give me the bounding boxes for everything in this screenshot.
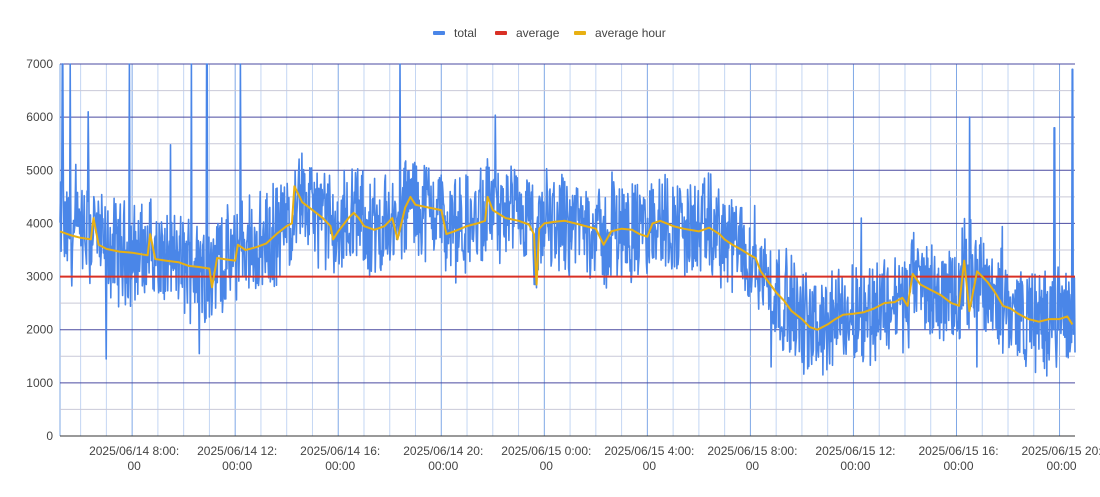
x-tick-label: 2025/06/15 20: <box>1022 444 1100 458</box>
x-tick-label: 00:00 <box>1047 459 1077 473</box>
y-tick-label: 3000 <box>26 270 53 284</box>
legend-item-average[interactable]: average <box>495 26 560 40</box>
y-tick-label: 2000 <box>26 323 53 337</box>
x-tick-label: 2025/06/15 0:00: <box>501 444 591 458</box>
x-tick-label: 2025/06/15 4:00: <box>604 444 694 458</box>
y-tick-label: 1000 <box>26 376 53 390</box>
x-tick-label: 2025/06/14 8:00: <box>89 444 179 458</box>
legend-label-total: total <box>454 26 477 40</box>
series-total <box>59 63 1076 377</box>
x-tick-label: 00:00 <box>428 459 458 473</box>
legend-item-average-hour[interactable]: average hour <box>574 26 666 40</box>
x-tick-label: 00 <box>540 459 554 473</box>
x-tick-label: 2025/06/14 12: <box>197 444 277 458</box>
x-tick-label: 2025/06/14 20: <box>403 444 483 458</box>
legend-item-total[interactable]: total <box>433 26 477 40</box>
y-tick-label: 0 <box>46 429 53 443</box>
x-tick-label: 2025/06/14 16: <box>300 444 380 458</box>
x-tick-label: 00 <box>643 459 657 473</box>
series-average-hour-line <box>59 185 1074 331</box>
x-tick-label: 2025/06/15 16: <box>918 444 998 458</box>
y-tick-label: 7000 <box>26 57 53 71</box>
x-tick-label: 00 <box>746 459 760 473</box>
x-tick-label: 2025/06/15 8:00: <box>707 444 797 458</box>
legend-swatch-average-hour <box>574 31 586 35</box>
x-tick-label: 2025/06/15 12: <box>815 444 895 458</box>
y-axis-tick-labels: 0 1000 2000 3000 4000 5000 6000 7000 <box>26 57 53 443</box>
series-average-hour <box>59 185 1074 331</box>
legend[interactable]: total average average hour <box>433 26 666 40</box>
legend-label-average-hour: average hour <box>595 26 666 40</box>
legend-swatch-total <box>433 31 445 35</box>
x-tick-label: 00:00 <box>943 459 973 473</box>
legend-label-average: average <box>516 26 560 40</box>
x-tick-label: 00:00 <box>325 459 355 473</box>
x-tick-label: 00 <box>127 459 141 473</box>
legend-swatch-average <box>495 31 507 35</box>
series-total-line <box>59 63 1076 377</box>
y-tick-label: 6000 <box>26 110 53 124</box>
y-tick-label: 4000 <box>26 216 53 230</box>
x-tick-label: 00:00 <box>840 459 870 473</box>
y-tick-label: 5000 <box>26 163 53 177</box>
x-tick-label: 00:00 <box>222 459 252 473</box>
